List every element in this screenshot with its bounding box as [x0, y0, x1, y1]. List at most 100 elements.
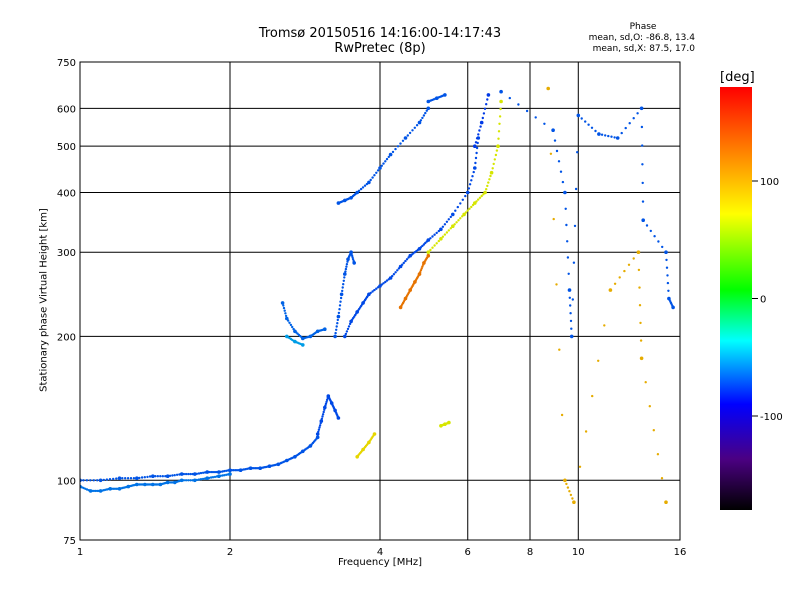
data-point	[189, 479, 192, 482]
data-point	[124, 477, 127, 480]
data-point	[399, 142, 402, 145]
data-point	[496, 144, 500, 148]
data-point	[339, 292, 344, 297]
data-point	[479, 120, 484, 125]
data-point	[483, 190, 487, 195]
data-point	[98, 478, 103, 483]
data-point	[359, 187, 363, 191]
data-point	[615, 136, 620, 140]
data-point	[325, 400, 328, 403]
data-point	[429, 237, 432, 240]
data-point	[462, 212, 466, 217]
data-point	[394, 147, 397, 151]
data-point	[475, 137, 479, 140]
data-point	[480, 194, 483, 198]
data-point	[499, 99, 503, 104]
data-point	[477, 198, 480, 201]
data-point	[351, 258, 355, 261]
data-point	[667, 289, 670, 292]
data-point	[567, 272, 570, 275]
data-point	[96, 479, 99, 482]
data-point	[557, 160, 561, 163]
data-point	[321, 413, 325, 416]
data-point	[402, 261, 405, 265]
x-tick-label: 2	[227, 547, 233, 558]
data-point	[322, 410, 325, 414]
phase-stats-title: Phase	[629, 22, 657, 32]
data-point	[350, 252, 353, 256]
data-point	[497, 130, 501, 133]
data-point	[433, 233, 436, 236]
data-point	[325, 398, 329, 402]
data-point	[590, 126, 594, 129]
data-point	[345, 330, 349, 333]
data-point	[339, 296, 343, 300]
data-point	[632, 117, 635, 120]
data-point	[638, 286, 641, 289]
data-point	[351, 256, 354, 259]
data-point	[569, 334, 574, 339]
data-point	[151, 474, 155, 479]
data-point	[641, 200, 645, 203]
data-point	[441, 235, 445, 238]
data-point	[549, 152, 553, 155]
data-point	[497, 137, 500, 140]
data-point	[406, 134, 409, 137]
data-point	[387, 155, 390, 159]
data-point	[391, 150, 395, 154]
data-point	[318, 426, 321, 429]
data-point	[649, 229, 652, 233]
data-point	[394, 271, 397, 274]
data-point	[335, 328, 338, 331]
data-point	[487, 181, 490, 184]
data-point	[345, 263, 349, 266]
data-point	[140, 476, 144, 479]
data-point	[453, 223, 456, 226]
data-point	[193, 472, 197, 476]
data-point	[352, 261, 357, 265]
data-point	[454, 209, 457, 212]
data-point	[415, 124, 419, 127]
data-point	[551, 128, 555, 132]
colorbar	[720, 87, 752, 510]
data-point	[179, 478, 184, 483]
data-point	[115, 477, 118, 480]
data-point	[94, 489, 97, 493]
data-point	[495, 149, 499, 152]
data-point	[85, 479, 89, 482]
data-point	[336, 416, 341, 420]
data-point	[465, 190, 470, 195]
data-point	[640, 125, 644, 129]
data-point	[343, 334, 347, 339]
data-point	[424, 111, 427, 115]
data-point	[459, 202, 462, 205]
data-point	[555, 283, 558, 286]
data-point	[209, 476, 213, 479]
data-point	[301, 343, 305, 347]
data-point	[665, 266, 669, 269]
data-point	[613, 136, 616, 139]
data-point	[165, 474, 170, 479]
data-point	[421, 244, 424, 248]
data-point	[211, 476, 215, 479]
data-point	[419, 271, 422, 274]
data-point	[571, 298, 574, 301]
data-point	[627, 263, 631, 266]
data-point	[426, 106, 431, 111]
data-point	[85, 488, 89, 491]
data-point	[338, 308, 341, 311]
data-point	[411, 129, 414, 132]
data-point	[624, 126, 627, 130]
data-point	[129, 477, 133, 480]
data-point	[426, 253, 431, 258]
data-point	[148, 475, 152, 478]
data-point	[492, 162, 495, 166]
data-point	[135, 476, 139, 481]
data-point	[636, 250, 641, 254]
data-point	[471, 175, 474, 178]
data-point	[175, 473, 179, 476]
data-point	[286, 319, 290, 322]
x-tick-label: 1	[77, 547, 83, 558]
data-point	[665, 258, 668, 262]
data-point	[429, 248, 432, 252]
